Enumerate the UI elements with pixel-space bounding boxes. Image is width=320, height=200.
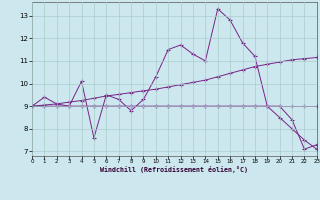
- X-axis label: Windchill (Refroidissement éolien,°C): Windchill (Refroidissement éolien,°C): [100, 166, 248, 173]
